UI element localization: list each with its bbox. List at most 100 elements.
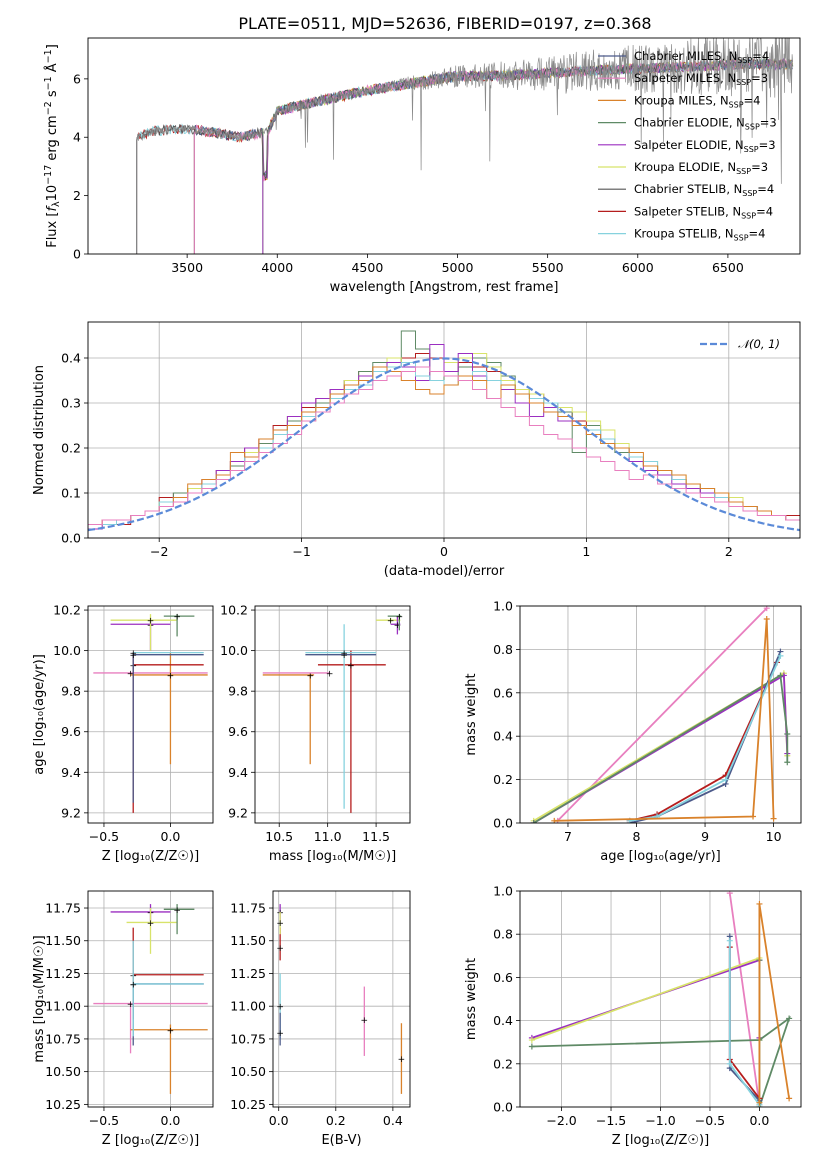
- weight-point-marker: [530, 820, 537, 823]
- y-label-part: ]: [45, 44, 60, 49]
- axes-frame: [519, 605, 802, 824]
- point-marker: +: [306, 671, 314, 681]
- y-tick-label: 9.4: [228, 765, 248, 780]
- axes-frame: [87, 321, 801, 539]
- model-spectrum-line: [193, 58, 793, 254]
- weight-point-marker: [756, 1099, 763, 1106]
- x-axis-label: wavelength [Angstrom, rest frame]: [330, 280, 559, 295]
- legend: 𝒩(0, 1): [700, 337, 780, 351]
- y-label-part: −1: [43, 49, 54, 63]
- y-tick-label: 0.0: [493, 1100, 513, 1115]
- y-tick-label: 0: [73, 247, 81, 262]
- legend-name: Kroupa MILES, N: [634, 93, 729, 107]
- x-tick-label: −0.5: [89, 1113, 119, 1128]
- y-tick-label: 6: [73, 71, 81, 86]
- axes-weight-vs-Z: −2.0 −1.5 −1.0 −0.5 0.0 0.0 0.2 0.4 0.6 0.8 1.0 Z […: [464, 884, 802, 1148]
- legend-name: Salpeter ELODIE, N: [634, 138, 744, 152]
- point-marker: +: [167, 671, 175, 681]
- plot-area-age-vs-Z: ++++++++: [93, 613, 208, 813]
- x-axis-label: Z [log₁₀(Z/Z☉)]: [102, 849, 199, 864]
- x-tick-label: 5500: [532, 260, 564, 275]
- x-tick-label: −2: [150, 544, 168, 559]
- model-spectrum-line: [136, 57, 793, 254]
- point-marker: +: [340, 651, 348, 661]
- weight-point-marker: [722, 776, 729, 783]
- y-label-part: erg cm: [45, 115, 60, 164]
- x-tick-label: 8: [633, 829, 641, 844]
- point-marker: +: [147, 617, 155, 627]
- axes-frame: [87, 890, 214, 1108]
- legend-name: Chabrier MILES, N: [634, 49, 737, 63]
- legend-name: Salpeter MILES, N: [634, 71, 736, 85]
- weight-point-marker: [784, 759, 791, 766]
- y-tick-label: 10.2: [220, 603, 248, 618]
- y-axis-label: Normed distribution: [32, 365, 47, 495]
- model-spectrum-line: [262, 57, 794, 254]
- y-label-part: Å: [44, 63, 60, 76]
- weight-point-marker: [786, 1015, 793, 1022]
- weight-series-line: [531, 956, 761, 1041]
- y-tick-label: 11.50: [45, 933, 81, 948]
- point-marker: +: [276, 944, 284, 954]
- x-tick-label: 10: [766, 829, 782, 844]
- x-tick-label: −0.5: [89, 829, 119, 844]
- point-marker: +: [147, 919, 155, 929]
- legend-entry: Kroupa ELODIE, NSSP=3: [634, 160, 768, 176]
- weight-series-line: [554, 618, 775, 822]
- weight-series-line: [728, 893, 761, 1105]
- y-tick-label: 10.0: [53, 643, 81, 658]
- point-marker: +: [127, 1000, 135, 1010]
- model-spectrum-line: [193, 58, 793, 254]
- y-tick-label: 11.25: [45, 966, 81, 981]
- y-tick-label: 11.75: [230, 901, 266, 916]
- legend-sub: SSP: [744, 145, 759, 154]
- point-marker: +: [361, 1016, 369, 1026]
- plot-area-residuals: [88, 330, 800, 538]
- y-axis-label: mass weight: [464, 958, 479, 1040]
- model-spectrum-line: [262, 58, 793, 254]
- plot-area-weight-vs-Z: [528, 891, 793, 1107]
- y-axis-label: age [log₁₀(age/yr)]: [32, 654, 47, 775]
- weight-point-marker: [763, 616, 770, 623]
- axes-weight-vs-age: 7 8 9 10 0.0 0.2 0.4 0.6 0.8 1.0 age [log₁₀(age/yr…: [464, 599, 802, 864]
- y-tick-label: 11.25: [230, 966, 266, 981]
- model-spectrum-line: [193, 58, 793, 254]
- legend-sub: SSP: [736, 167, 751, 176]
- x-tick-label: −1.5: [596, 1113, 626, 1128]
- legend-sub: SSP: [737, 56, 752, 65]
- x-axis-label: mass [log₁₀(M/M☉)]: [269, 849, 396, 864]
- weight-point-marker: [777, 672, 784, 679]
- weight-point-marker: [756, 900, 763, 907]
- y-label-part: f: [45, 205, 60, 212]
- normal-curve: [88, 357, 800, 532]
- legend-name: Chabrier ELODIE, N: [634, 116, 745, 130]
- x-tick-label: 1: [582, 544, 590, 559]
- legend-value: =4: [749, 227, 766, 241]
- legend-entry: Salpeter MILES, NSSP=3: [634, 71, 768, 87]
- legend-sub: SSP: [736, 78, 751, 87]
- y-tick-label: 9.6: [228, 724, 248, 739]
- y-tick-label: 10.75: [45, 1031, 81, 1046]
- weight-point-marker: [750, 813, 757, 820]
- plot-area-mass-vs-EBV: +++++++: [276, 904, 405, 1094]
- x-tick-label: −1.0: [645, 1113, 675, 1128]
- y-tick-label: 0.4: [493, 1013, 513, 1028]
- weight-point-marker: [777, 652, 784, 659]
- y-tick-label: 10.0: [220, 643, 248, 658]
- x-tick-label: 11.0: [314, 829, 342, 844]
- y-label-part: s: [45, 90, 60, 101]
- axes-frame: [87, 37, 801, 255]
- y-tick-label: 1.0: [493, 599, 513, 614]
- legend-name: Salpeter STELIB, N: [634, 204, 741, 218]
- y-label-part: −17: [43, 165, 54, 185]
- histogram-series: [88, 366, 800, 538]
- y-tick-label: 10.25: [230, 1097, 266, 1112]
- y-label-part: −2: [43, 101, 54, 115]
- plot-area-age-vs-mass: ++++++++: [262, 613, 403, 813]
- x-tick-label: 7: [564, 829, 572, 844]
- x-tick-label: 2: [725, 544, 733, 559]
- y-tick-label: 2: [73, 188, 81, 203]
- y-tick-label: 0.4: [493, 729, 513, 744]
- y-tick-label: 0.4: [61, 351, 81, 366]
